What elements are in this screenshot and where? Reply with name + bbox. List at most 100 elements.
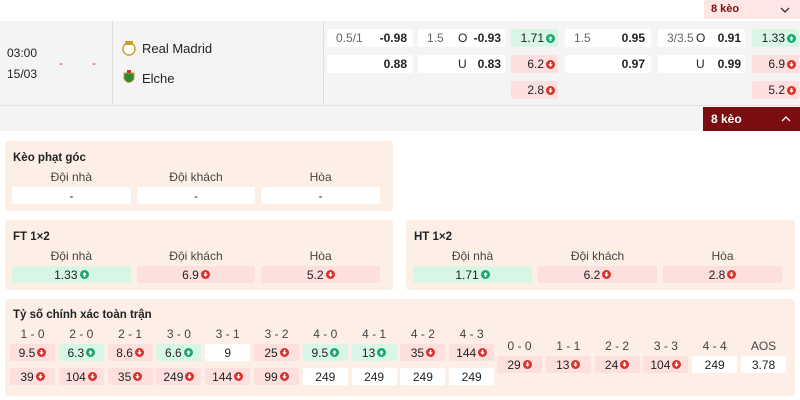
odds-cell[interactable]: 13 [545,356,591,373]
odds-value: 1.71 [455,267,479,282]
trend-arrow [787,59,796,69]
odds-cell[interactable]: 6.9 [752,55,799,73]
odds-cell[interactable]: 9.5 [302,344,348,361]
odds-value: 99 [264,369,278,384]
odds-cell[interactable]: 249 [692,356,738,373]
odds-cell[interactable]: 1.33 [12,266,131,283]
odds-box: 1.5 0.95 [565,29,651,47]
odds-value: 249 [412,369,433,384]
market-header: 2 - 0 [69,327,94,341]
odds-over: -0.93 [473,31,501,45]
odds-value: 3.78 [751,357,776,372]
home-team: Real Madrid [142,41,213,56]
odds-cell[interactable]: 39 [10,368,55,385]
odds-cell[interactable]: 35 [107,368,153,385]
odds-cell[interactable]: 1.71 [511,29,558,47]
odds-cell[interactable]: 8.6 [107,344,153,361]
odds-cell[interactable]: 99 [254,368,299,385]
odds-box: 1.5 O -0.93 [418,29,505,47]
score-home: - [59,56,63,70]
trend-icon [200,270,210,279]
odds-cell[interactable]: 6.2 [538,266,657,283]
odds-value: 144 [212,369,233,384]
odds-cell[interactable]: 6.2 [511,55,558,73]
odds-box: 3/3.5 O 0.91 [658,29,745,47]
market-header: Đội nhà [50,170,93,184]
odds-value: 104 [650,357,671,372]
odds-cell[interactable]: 6.6 [156,344,202,361]
market-title: FT 1×2 [13,231,50,243]
odds-cell[interactable]: 104 [58,368,104,385]
trend-arrow [787,85,796,95]
trend-icon [787,85,796,95]
under-label: U [696,57,705,71]
market-header: 3 - 2 [264,327,289,341]
odds-value: 25 [264,345,278,360]
odds-cell[interactable]: - [12,187,131,204]
odds-value: 9 [224,345,232,360]
trend-arrow [234,372,244,381]
market-header: 2 - 2 [605,339,630,353]
odds-cell[interactable]: 104 [643,356,689,373]
chevron-up [781,116,791,122]
odds-value: 9.5 [18,345,36,360]
odds-cell[interactable]: 249 [302,368,348,385]
odds-cell[interactable]: 144 [205,368,251,385]
market-header: 2 - 1 [118,327,143,341]
odds-value: 24 [604,357,619,372]
odds-value: 13 [361,345,376,360]
score-away: - [92,56,96,70]
trend-arrow [325,270,335,279]
odds-cell[interactable]: 249 [400,368,446,385]
odds-cell[interactable]: 1.71 [413,266,532,283]
away-team: Elche [142,71,175,86]
market-header: 4 - 0 [313,327,338,341]
odds-cell[interactable]: 13 [351,344,397,361]
trend-arrow [37,348,47,357]
over-label: O [458,31,468,45]
odds-cell[interactable]: 5.2 [752,81,799,99]
odds-cell[interactable]: 144 [449,344,495,361]
market-header: Đội khách [169,170,223,184]
odds-cell[interactable]: 6.3 [58,344,104,361]
odds-cell[interactable]: 9 [205,344,251,361]
odds-cell[interactable]: - [261,187,380,204]
odds-cell[interactable]: 1.33 [752,29,799,47]
odds-cell[interactable]: 2.8 [663,266,782,283]
odds-cell[interactable]: 35 [400,344,446,361]
trend-arrow [134,348,144,357]
expand-label[interactable]: 8 kèo [711,112,742,126]
trend-icon [183,348,193,357]
odds-cell[interactable]: 29 [497,356,542,373]
odds-value: 35 [117,369,132,384]
trend-icon [87,372,97,381]
odds-cell[interactable]: - [136,187,256,204]
trend-icon [35,372,45,381]
trend-arrow [330,348,340,357]
odds-value: 5.2 [768,83,785,97]
market-header: Đội nhà [451,249,494,263]
trend-icon [787,33,796,43]
market-title: Kèo phạt góc [13,152,86,164]
trend-arrow [571,360,581,369]
odds-cell[interactable]: 5.2 [261,266,380,283]
market-title: Tỷ số chính xác toàn trận [13,309,152,321]
odds-value: 249 [461,369,482,384]
odds-value: 1.33 [54,267,78,282]
odds-cell[interactable]: 3.78 [741,356,786,373]
odds-cell[interactable]: 249 [156,368,202,385]
match-date: 15/03 [7,67,38,81]
trend-icon [480,270,490,279]
more-bets-top[interactable] [704,0,800,19]
odds-cell[interactable]: 249 [351,368,397,385]
trend-arrow [620,360,630,369]
odds-cell[interactable]: 24 [594,356,640,373]
odds-cell[interactable]: 249 [449,368,495,385]
odds-cell[interactable]: 25 [254,344,299,361]
market-header: Đội khách [169,249,223,263]
odds-box: 0.97 [565,55,651,73]
odds-cell[interactable]: 9.5 [10,344,55,361]
odds-cell[interactable]: 6.9 [136,266,256,283]
chevron-down [780,7,790,13]
odds-cell[interactable]: 2.8 [511,81,558,99]
